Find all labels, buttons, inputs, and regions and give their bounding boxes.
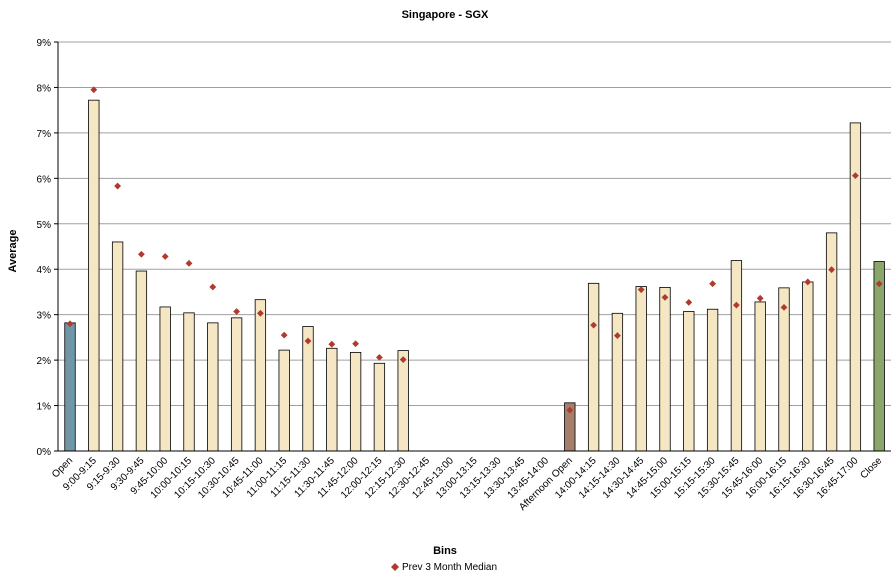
- bar: [849, 122, 862, 452]
- bar-series: [64, 99, 885, 452]
- median-marker: [138, 250, 145, 258]
- median-marker: [661, 293, 669, 301]
- x-tick-label: Close: [858, 455, 884, 481]
- median-marker: [685, 298, 693, 306]
- median-marker: [376, 353, 383, 361]
- bar: [88, 99, 100, 452]
- y-tick-label: 4%: [37, 265, 52, 276]
- bar: [635, 286, 647, 452]
- bar: [111, 241, 124, 452]
- median-marker: [828, 266, 835, 274]
- legend-label: Prev 3 Month Median: [402, 562, 497, 572]
- bar: [706, 308, 719, 452]
- y-tick-label: 6%: [37, 174, 52, 185]
- y-tick-label: 2%: [37, 356, 52, 367]
- median-marker: [352, 340, 359, 348]
- bar: [730, 260, 743, 452]
- chart-title: Singapore - SGX: [402, 9, 489, 21]
- median-marker: [185, 259, 193, 267]
- y-axis-ticks: 0% 1% 2% 3% 4% 5% 6% 7% 8% 9%: [37, 38, 58, 458]
- y-tick-label: 3%: [37, 311, 52, 322]
- bar: [397, 350, 409, 452]
- median-marker: [709, 280, 716, 288]
- y-tick-label: 9%: [37, 38, 52, 49]
- median-marker: [114, 182, 121, 190]
- y-tick-label: 1%: [37, 402, 52, 413]
- y-tick-label: 5%: [37, 220, 52, 231]
- bar: [278, 349, 290, 452]
- median-marker: [209, 283, 217, 291]
- bar: [159, 306, 171, 452]
- legend-marker-icon: [391, 563, 399, 571]
- median-marker: [66, 320, 74, 328]
- bar: [326, 347, 338, 452]
- bar: [302, 326, 314, 452]
- bar: [825, 232, 838, 452]
- bar: [230, 317, 243, 452]
- median-marker: [780, 303, 788, 311]
- median-marker: [756, 294, 764, 302]
- bar: [183, 312, 195, 452]
- y-tick-label: 7%: [37, 129, 52, 140]
- median-marker: [161, 253, 169, 260]
- median-marker: [637, 286, 645, 294]
- y-tick-label: 8%: [37, 83, 52, 94]
- y-tick-label: 0%: [37, 447, 52, 458]
- median-marker: [804, 278, 812, 286]
- median-marker: [280, 331, 288, 339]
- median-marker: [90, 86, 98, 94]
- median-marker: [614, 332, 621, 339]
- median-marker: [328, 340, 336, 348]
- legend: Prev 3 Month Median: [391, 562, 497, 572]
- median-marker: [566, 406, 574, 414]
- bar: [683, 311, 695, 452]
- bar: [587, 282, 600, 452]
- bar: [754, 301, 766, 452]
- median-marker: [304, 337, 312, 345]
- bar: [373, 362, 386, 452]
- median-marker: [257, 309, 264, 317]
- median-marker: [733, 301, 740, 309]
- bar: [254, 299, 267, 452]
- gridlines: [58, 41, 891, 407]
- x-axis-ticks: Open9:00-9:159:15-9:309:30-9:459:45-10:0…: [50, 455, 885, 513]
- y-axis-title: Average: [7, 229, 19, 272]
- bar: [778, 287, 790, 452]
- bar: [64, 322, 76, 452]
- median-markers: [66, 86, 883, 414]
- median-marker: [875, 280, 883, 288]
- bar: [659, 286, 671, 452]
- bar: [135, 270, 148, 452]
- x-axis-title: Bins: [433, 545, 457, 557]
- median-marker: [852, 172, 859, 180]
- bar: [207, 322, 219, 452]
- bar: [873, 261, 885, 452]
- bar: [802, 281, 814, 452]
- median-marker: [399, 356, 407, 364]
- bar: [349, 351, 362, 452]
- median-marker: [233, 308, 240, 315]
- median-marker: [590, 321, 597, 329]
